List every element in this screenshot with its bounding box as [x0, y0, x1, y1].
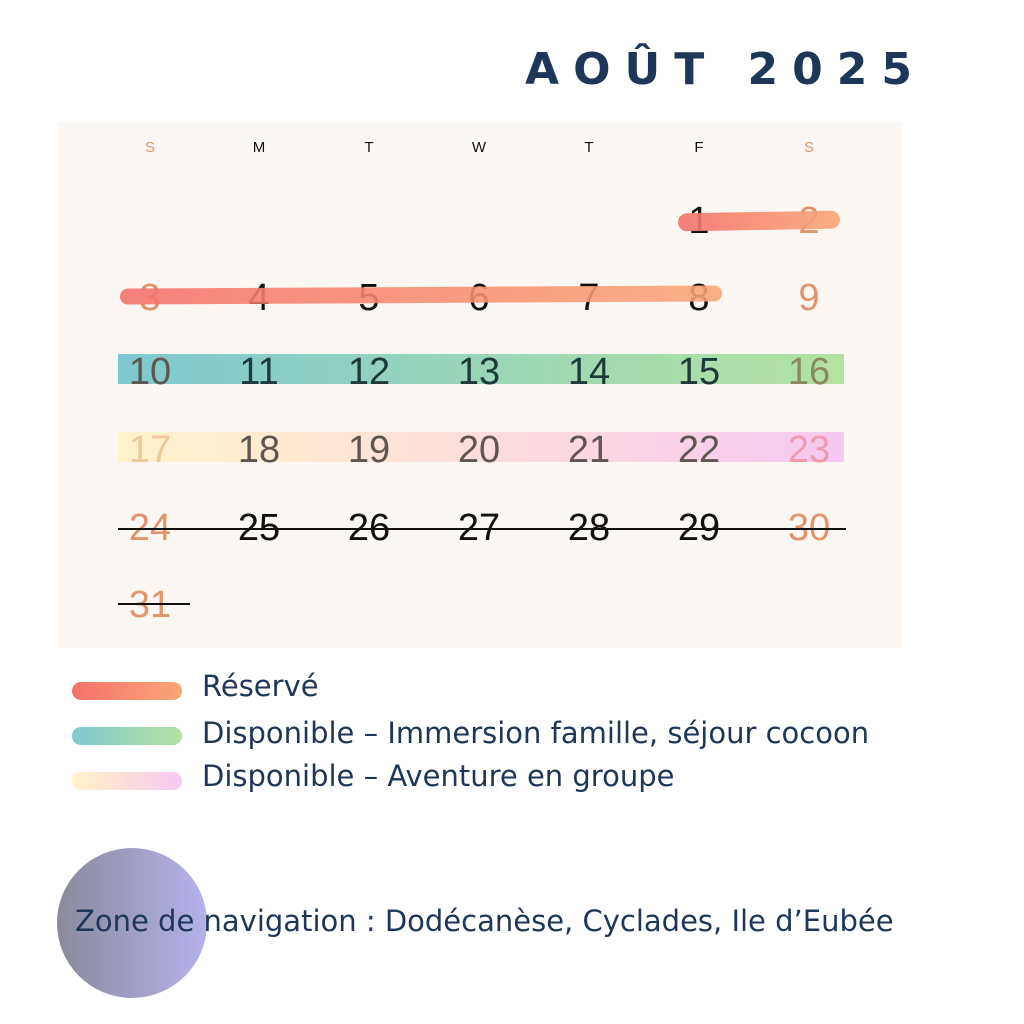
- legend-swatch-reserved: [72, 682, 182, 700]
- family-availability-band: [118, 354, 844, 384]
- legend-swatch-group: [72, 772, 182, 790]
- day-cell: 12: [347, 351, 391, 393]
- day-cell: 10: [128, 351, 172, 393]
- calendar-panel: [58, 122, 902, 648]
- day-cell: 9: [798, 277, 820, 319]
- weekday-saturday: S: [803, 139, 814, 156]
- strike-line: [118, 603, 190, 605]
- weekday-sunday: S: [144, 139, 155, 156]
- day-cell: 19: [347, 429, 391, 471]
- day-cell: 16: [787, 351, 831, 393]
- day-cell: 14: [567, 351, 611, 393]
- day-cell: 13: [457, 351, 501, 393]
- strike-line: [118, 528, 846, 530]
- legend-label-family: Disponible – Immersion famille, séjour c…: [202, 716, 870, 750]
- weekday-monday: M: [252, 139, 266, 156]
- day-cell: 17: [128, 429, 172, 471]
- weekday-wednesday: W: [471, 139, 487, 156]
- group-availability-band: [118, 432, 844, 462]
- day-cell: 15: [677, 351, 721, 393]
- day-cell: 31: [128, 584, 172, 626]
- navigation-zone: Zone de navigation : Dodécanèse, Cyclade…: [75, 904, 894, 938]
- day-cell: 20: [457, 429, 501, 471]
- legend-label-group: Disponible – Aventure en groupe: [202, 759, 675, 793]
- day-cell: 22: [677, 429, 721, 471]
- reserved-stroke: [119, 285, 723, 305]
- day-cell: 21: [567, 429, 611, 471]
- weekday-friday: F: [694, 139, 704, 156]
- weekday-thursday: T: [584, 139, 594, 156]
- reserved-stroke: [677, 210, 841, 232]
- day-cell: 11: [239, 351, 279, 393]
- legend-swatch-family: [72, 727, 182, 745]
- decorative-circle: [57, 848, 207, 998]
- weekday-tuesday: T: [364, 139, 374, 156]
- month-title: AOÛT 2025: [525, 44, 926, 95]
- day-cell: 18: [237, 429, 281, 471]
- legend-label-reserved: Réservé: [202, 669, 319, 703]
- day-cell: 23: [787, 429, 831, 471]
